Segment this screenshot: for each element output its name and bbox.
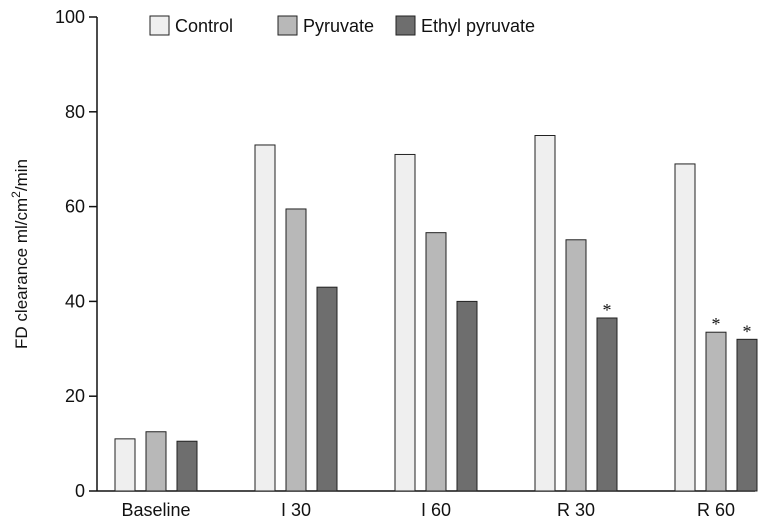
legend-label: Control [175, 16, 233, 36]
legend: Control Pyruvate Ethyl pyruvate [149, 15, 535, 36]
x-tick-label: R 30 [557, 500, 595, 520]
bar-pyruvate [565, 239, 587, 492]
bar-pyruvate [145, 431, 167, 492]
legend-swatch [395, 15, 416, 36]
x-tick-label: R 60 [697, 500, 735, 520]
legend-swatch [149, 15, 170, 36]
y-axis-label: FD clearance ml/cm2/min [9, 159, 31, 349]
bar-ethyl-pyruvate [736, 338, 758, 492]
bar-control [534, 135, 556, 492]
bar-pyruvate [425, 232, 447, 492]
bar-series [114, 135, 758, 492]
bar-ethyl-pyruvate [596, 317, 618, 492]
significance-asterisk: * [603, 300, 612, 320]
y-tick-label: 0 [75, 481, 85, 501]
bar-ethyl-pyruvate [316, 286, 338, 492]
bar-ethyl-pyruvate [456, 300, 478, 492]
y-tick-label: 80 [65, 102, 85, 122]
bar-control [254, 144, 276, 492]
x-tick-label: I 30 [281, 500, 311, 520]
x-tick-label: I 60 [421, 500, 451, 520]
legend-swatch [277, 15, 298, 36]
y-tick-label: 60 [65, 197, 85, 217]
bar-control [394, 153, 416, 492]
bar-pyruvate [705, 331, 727, 492]
x-axis-labels: Baseline I 30 I 60 R 30 R 60 [121, 500, 735, 520]
significance-asterisk: * [743, 321, 752, 341]
significance-asterisk: * [712, 314, 721, 334]
bar-control [674, 163, 696, 492]
y-tick-label: 40 [65, 291, 85, 311]
y-axis-ticks: 0 20 40 60 80 100 [55, 7, 97, 501]
significance-marks: * * * [603, 300, 752, 341]
bar-ethyl-pyruvate [176, 440, 198, 492]
legend-label: Ethyl pyruvate [421, 16, 535, 36]
y-tick-label: 100 [55, 7, 85, 27]
y-tick-label: 20 [65, 386, 85, 406]
x-tick-label: Baseline [121, 500, 190, 520]
bar-control [114, 438, 136, 492]
bar-pyruvate [285, 208, 307, 492]
legend-label: Pyruvate [303, 16, 374, 36]
